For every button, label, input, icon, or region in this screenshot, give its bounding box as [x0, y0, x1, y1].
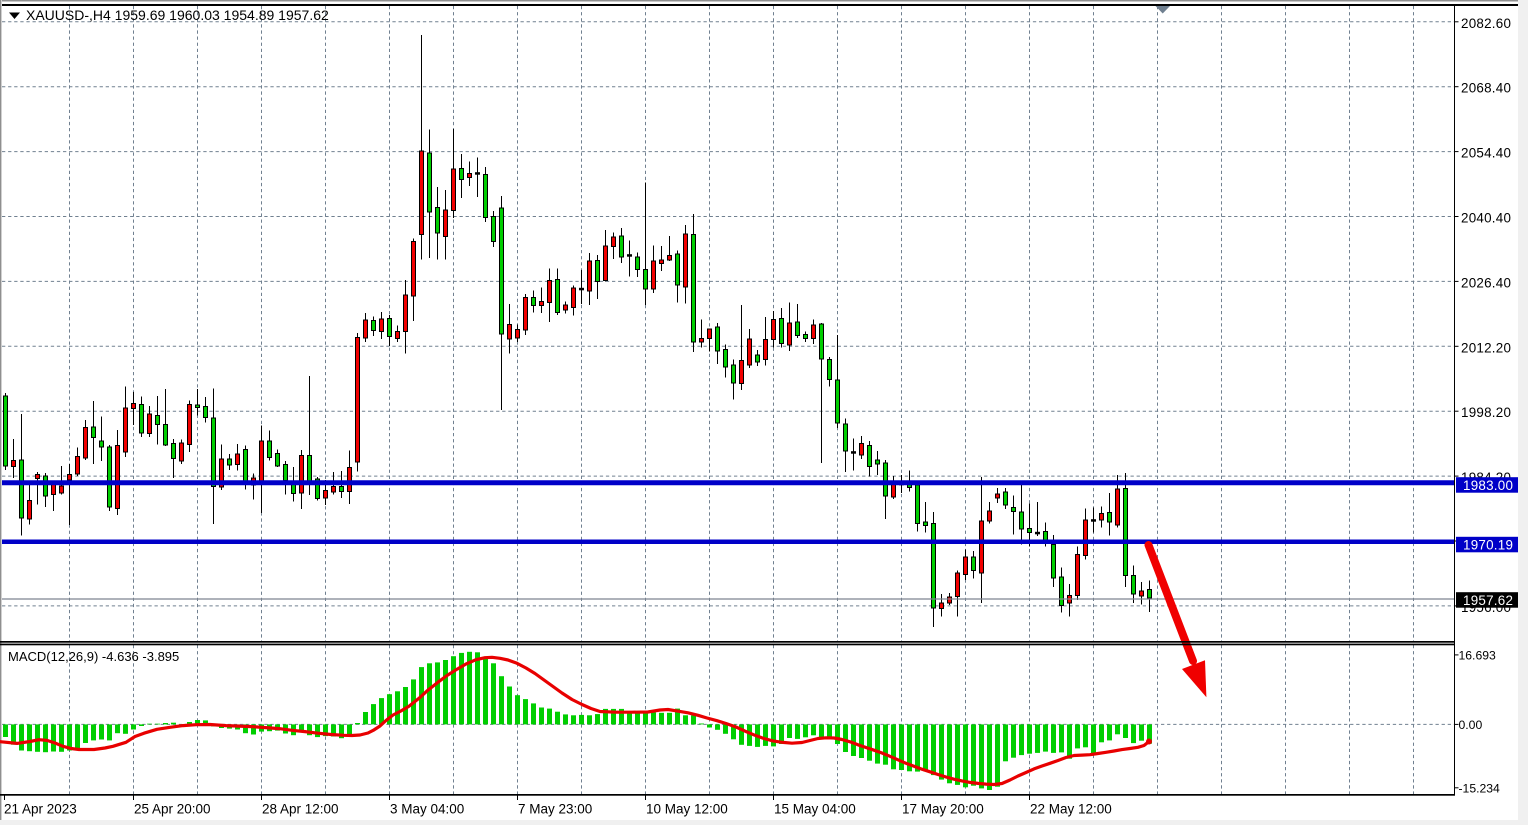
svg-text:3 May 04:00: 3 May 04:00 — [390, 802, 464, 817]
svg-text:21 Apr 2023: 21 Apr 2023 — [4, 802, 77, 817]
svg-text:28 Apr 12:00: 28 Apr 12:00 — [262, 802, 339, 817]
svg-text:22 May 12:00: 22 May 12:00 — [1030, 802, 1112, 817]
svg-text:16.693: 16.693 — [1459, 649, 1496, 663]
svg-text:1970.19: 1970.19 — [1463, 538, 1513, 553]
svg-text:MACD(12,26,9) -4.636 -3.895: MACD(12,26,9) -4.636 -3.895 — [8, 649, 179, 664]
svg-text:XAUUSD-,H4 1959.69 1960.03 19: XAUUSD-,H4 1959.69 1960.03 1954.89 1957.… — [26, 7, 329, 23]
svg-text:1998.20: 1998.20 — [1461, 405, 1511, 420]
svg-text:7 May 23:00: 7 May 23:00 — [518, 802, 592, 817]
svg-text:2026.40: 2026.40 — [1461, 275, 1511, 290]
svg-text:-15.234: -15.234 — [1459, 781, 1501, 795]
svg-text:1983.00: 1983.00 — [1463, 478, 1513, 493]
svg-text:17 May 20:00: 17 May 20:00 — [902, 802, 984, 817]
svg-text:2068.40: 2068.40 — [1461, 81, 1511, 96]
svg-text:25 Apr 20:00: 25 Apr 20:00 — [134, 802, 211, 817]
svg-text:1957.62: 1957.62 — [1463, 593, 1513, 608]
svg-text:2082.60: 2082.60 — [1461, 16, 1511, 31]
svg-text:2054.40: 2054.40 — [1461, 146, 1511, 161]
svg-text:15 May 04:00: 15 May 04:00 — [774, 802, 856, 817]
svg-text:2012.20: 2012.20 — [1461, 340, 1511, 355]
svg-text:0.00: 0.00 — [1459, 718, 1483, 732]
svg-text:10 May 12:00: 10 May 12:00 — [646, 802, 728, 817]
svg-text:2040.40: 2040.40 — [1461, 211, 1511, 226]
